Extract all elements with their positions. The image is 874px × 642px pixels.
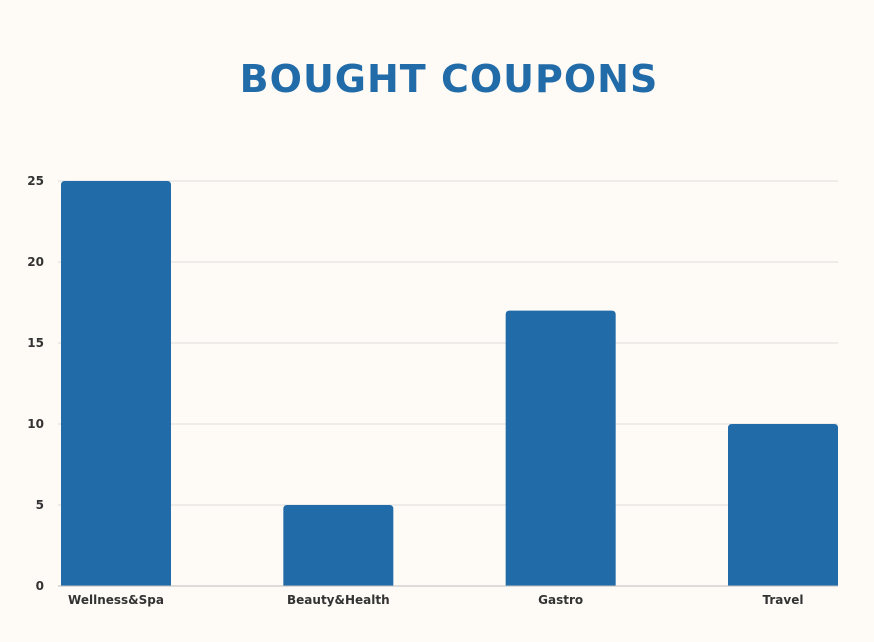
bars [61,181,838,586]
x-category-label: Travel [763,593,804,607]
y-tick-label: 20 [27,255,44,269]
y-axis-ticks: 0 5 10 15 20 25 [27,174,44,593]
bar-beauty-health [283,505,394,586]
grid-lines [58,180,838,506]
y-tick-label: 0 [36,579,44,593]
y-tick-label: 10 [27,417,44,431]
bar-wellness-spa [61,181,171,586]
bar-travel [728,424,838,586]
x-category-label: Wellness&Spa [68,593,164,607]
x-category-label: Gastro [538,593,583,607]
y-tick-label: 25 [27,174,44,188]
chart-title: BOUGHT COUPONS [240,57,659,101]
x-category-label: Beauty&Health [287,593,390,607]
x-axis-labels: Wellness&Spa Beauty&Health Gastro Travel [68,593,803,607]
y-tick-label: 15 [27,336,44,350]
bar-gastro [505,310,616,586]
y-tick-label: 5 [36,498,44,512]
